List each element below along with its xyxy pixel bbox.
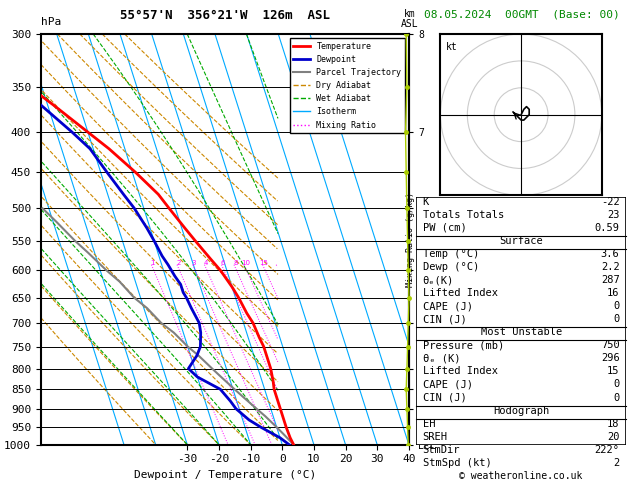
- Text: 23: 23: [607, 210, 620, 220]
- Text: Surface: Surface: [499, 236, 543, 246]
- Text: θₑ (K): θₑ (K): [423, 353, 460, 364]
- Text: 15: 15: [260, 260, 269, 266]
- Text: Dewp (°C): Dewp (°C): [423, 262, 479, 272]
- Text: CAPE (J): CAPE (J): [423, 380, 472, 389]
- Text: SREH: SREH: [423, 432, 448, 442]
- Text: 4: 4: [204, 260, 208, 266]
- Text: 3.6: 3.6: [601, 249, 620, 259]
- Text: -22: -22: [601, 197, 620, 207]
- X-axis label: Dewpoint / Temperature (°C): Dewpoint / Temperature (°C): [134, 470, 316, 480]
- Text: 296: 296: [601, 353, 620, 364]
- Text: 222°: 222°: [594, 445, 620, 455]
- Text: 2.2: 2.2: [601, 262, 620, 272]
- FancyBboxPatch shape: [416, 197, 626, 445]
- Text: hPa: hPa: [41, 17, 61, 27]
- Text: Hodograph: Hodograph: [493, 405, 549, 416]
- Text: 0: 0: [613, 314, 620, 324]
- Text: © weatheronline.co.uk: © weatheronline.co.uk: [459, 471, 583, 481]
- Text: θₑ(K): θₑ(K): [423, 275, 454, 285]
- Legend: Temperature, Dewpoint, Parcel Trajectory, Dry Adiabat, Wet Adiabat, Isotherm, Mi: Temperature, Dewpoint, Parcel Trajectory…: [290, 38, 404, 133]
- Text: CAPE (J): CAPE (J): [423, 301, 472, 311]
- Text: EH: EH: [423, 418, 435, 429]
- Text: 0: 0: [613, 380, 620, 389]
- Text: 16: 16: [607, 288, 620, 298]
- Text: StmSpd (kt): StmSpd (kt): [423, 458, 491, 468]
- Text: 10: 10: [241, 260, 250, 266]
- Text: 287: 287: [601, 275, 620, 285]
- Text: K: K: [423, 197, 429, 207]
- Text: Most Unstable: Most Unstable: [481, 327, 562, 337]
- Text: 0: 0: [613, 301, 620, 311]
- Text: km: km: [404, 9, 416, 19]
- Text: 20: 20: [607, 432, 620, 442]
- Text: ASL: ASL: [401, 19, 419, 29]
- Text: 0: 0: [613, 393, 620, 402]
- Text: Temp (°C): Temp (°C): [423, 249, 479, 259]
- Text: 3: 3: [192, 260, 196, 266]
- Text: 750: 750: [601, 340, 620, 350]
- Text: 2: 2: [613, 458, 620, 468]
- Text: 8: 8: [233, 260, 238, 266]
- Text: 15: 15: [607, 366, 620, 377]
- Text: CIN (J): CIN (J): [423, 393, 467, 402]
- Text: CIN (J): CIN (J): [423, 314, 467, 324]
- Text: 6: 6: [221, 260, 225, 266]
- Text: 1: 1: [150, 260, 155, 266]
- Text: 55°57'N  356°21'W  126m  ASL: 55°57'N 356°21'W 126m ASL: [120, 9, 330, 22]
- Text: 18: 18: [607, 418, 620, 429]
- Text: kt: kt: [446, 42, 457, 52]
- Text: 2: 2: [176, 260, 181, 266]
- Text: StmDir: StmDir: [423, 445, 460, 455]
- Text: Lifted Index: Lifted Index: [423, 288, 498, 298]
- Text: Pressure (mb): Pressure (mb): [423, 340, 504, 350]
- Text: Totals Totals: Totals Totals: [423, 210, 504, 220]
- Text: 0.59: 0.59: [594, 223, 620, 233]
- Text: 08.05.2024  00GMT  (Base: 00): 08.05.2024 00GMT (Base: 00): [424, 9, 620, 19]
- Text: PW (cm): PW (cm): [423, 223, 467, 233]
- Text: Mixing Ratio (g/kg): Mixing Ratio (g/kg): [406, 192, 415, 287]
- Text: Lifted Index: Lifted Index: [423, 366, 498, 377]
